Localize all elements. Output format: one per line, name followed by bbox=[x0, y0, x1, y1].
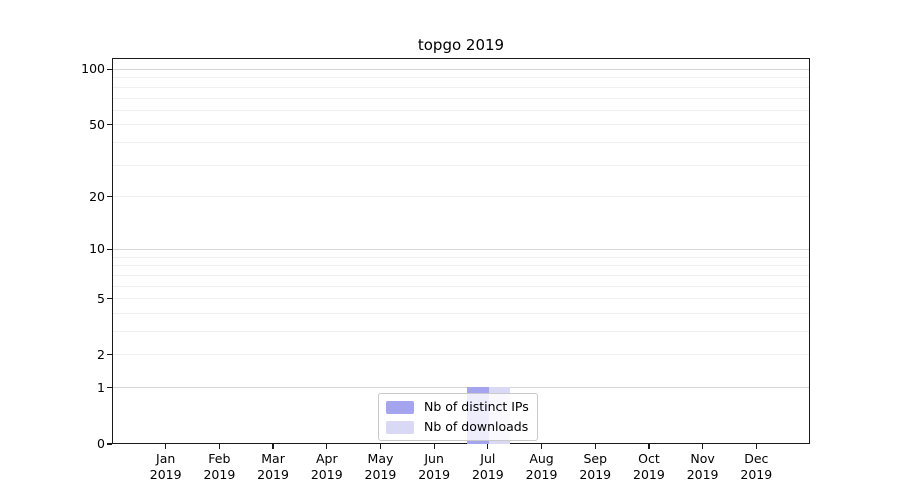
x-tick-label: Feb 2019 bbox=[203, 451, 236, 482]
y-tick-label: 20 bbox=[89, 188, 105, 204]
y-tick-mark bbox=[107, 124, 112, 126]
minor-gridline bbox=[113, 124, 809, 126]
plot-area bbox=[112, 58, 810, 444]
x-tick-label: Dec 2019 bbox=[740, 451, 773, 482]
y-tick-mark bbox=[107, 387, 112, 389]
y-tick-label: 10 bbox=[89, 241, 105, 257]
minor-gridline bbox=[113, 86, 809, 88]
x-tick-mark bbox=[487, 444, 489, 449]
y-tick-mark bbox=[107, 196, 112, 198]
x-tick-label: May 2019 bbox=[364, 451, 397, 482]
minor-gridline bbox=[113, 313, 809, 314]
legend-swatch-downloads-icon bbox=[386, 420, 414, 434]
minor-gridline bbox=[113, 256, 809, 258]
major-gridline bbox=[113, 387, 809, 389]
x-tick-mark bbox=[755, 444, 757, 449]
minor-gridline bbox=[113, 142, 809, 144]
y-tick-label: 1 bbox=[97, 379, 105, 395]
minor-gridline bbox=[113, 274, 809, 276]
x-tick-label: Jun 2019 bbox=[418, 451, 451, 482]
x-tick-mark bbox=[540, 444, 543, 449]
x-tick-mark bbox=[218, 444, 221, 449]
x-tick-label: Oct 2019 bbox=[633, 451, 665, 482]
minor-gridline bbox=[113, 265, 809, 267]
legend: Nb of distinct IPs Nb of downloads bbox=[378, 393, 538, 441]
x-tick-label: Nov 2019 bbox=[686, 451, 719, 482]
chart-title: topgo 2019 bbox=[417, 36, 505, 54]
minor-gridline bbox=[113, 164, 809, 166]
y-tick-label: 5 bbox=[97, 290, 105, 306]
x-tick-mark bbox=[701, 444, 704, 449]
minor-gridline bbox=[113, 77, 809, 79]
minor-gridline bbox=[113, 196, 809, 198]
minor-gridline bbox=[113, 354, 809, 356]
y-tick-mark bbox=[107, 248, 112, 250]
minor-gridline bbox=[113, 285, 809, 287]
minor-gridline bbox=[113, 331, 809, 333]
legend-label-distinct-ips: Nb of distinct IPs bbox=[424, 399, 529, 414]
minor-gridline bbox=[113, 109, 809, 111]
major-gridline bbox=[113, 248, 809, 250]
x-tick-label: Jul 2019 bbox=[471, 451, 504, 482]
minor-gridline bbox=[113, 298, 809, 300]
x-tick-mark bbox=[326, 444, 328, 449]
legend-item-distinct-ips: Nb of distinct IPs bbox=[386, 397, 529, 417]
y-tick-label: 2 bbox=[97, 346, 105, 362]
x-tick-label: Jan 2019 bbox=[149, 451, 182, 482]
x-tick-label: Mar 2019 bbox=[257, 451, 289, 482]
legend-label-downloads: Nb of downloads bbox=[424, 419, 529, 434]
y-tick-label: 100 bbox=[81, 61, 105, 77]
y-tick-mark bbox=[107, 297, 112, 300]
x-tick-mark bbox=[433, 444, 435, 449]
x-tick-label: Apr 2019 bbox=[310, 451, 343, 482]
x-tick-label: Aug 2019 bbox=[525, 451, 558, 482]
y-tick-mark bbox=[107, 443, 112, 445]
minor-gridline bbox=[113, 97, 809, 99]
y-tick-label: 50 bbox=[89, 116, 105, 132]
major-gridline bbox=[113, 68, 809, 70]
y-tick-mark bbox=[107, 354, 112, 356]
legend-item-downloads: Nb of downloads bbox=[386, 417, 529, 437]
x-tick-label: Sep 2019 bbox=[579, 451, 612, 482]
legend-swatch-distinct-ips-icon bbox=[386, 400, 414, 414]
x-tick-mark bbox=[272, 444, 274, 449]
y-tick-label: 0 bbox=[97, 436, 105, 451]
x-tick-mark bbox=[165, 444, 167, 449]
y-tick-mark bbox=[107, 68, 112, 70]
x-tick-mark bbox=[648, 444, 650, 449]
x-tick-mark bbox=[379, 444, 382, 449]
x-tick-mark bbox=[594, 444, 596, 449]
